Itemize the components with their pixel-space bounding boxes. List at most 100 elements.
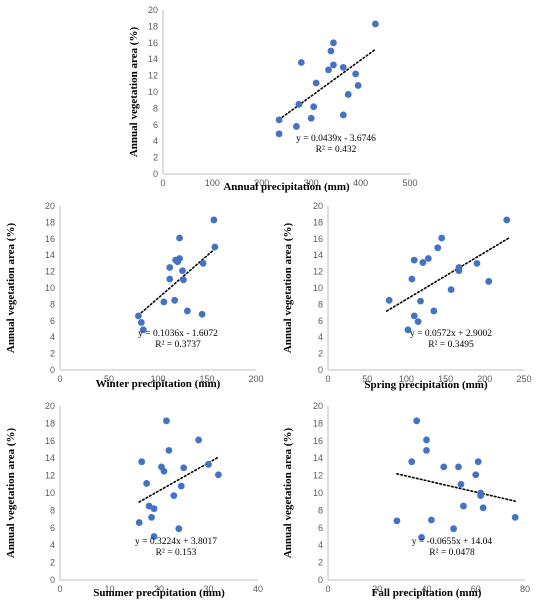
chart-panel-4: 0 2 4 6 8 10 12 14 16 18 20 0 10 20 30 40 y = 0.3224x + … [5,401,263,599]
regression-equation: y = 0.0572x + 2.9002 [410,329,492,339]
x-tick-label: 40 [253,584,263,594]
y-tick-label: 20 [148,5,158,15]
r-squared-label: R² = 0.0478 [429,548,475,558]
x-tick-label: 0 [160,178,165,188]
y-tick-label: 14 [313,453,323,463]
data-point [339,111,347,119]
x-tick-label: 250 [516,374,531,384]
y-tick-label: 6 [318,316,323,326]
data-point [297,59,305,66]
data-point [408,275,416,283]
data-point [211,243,219,251]
trendline [278,48,377,121]
x-tick-label: 500 [402,178,417,188]
y-tick-label: 14 [45,453,55,463]
data-point [199,260,207,267]
data-point [307,114,315,122]
data-point [135,312,142,320]
y-tick-label: 0 [153,169,158,179]
regression-equation: y = -0.0655x + 14.04 [412,537,493,547]
x-axis-title: Annual precipitation (mm) [223,181,350,193]
data-point [440,463,448,471]
x-tick-label: 200 [248,374,263,384]
data-point [148,513,155,521]
data-point [404,326,412,334]
data-point [210,216,218,224]
y-axis-title: Annual vegetation area (%) [282,223,294,354]
y-tick-label: 0 [50,365,55,375]
y-tick-label: 4 [153,136,158,146]
data-point [310,103,318,111]
data-point [450,525,457,533]
x-tick-label: 0 [57,584,62,594]
y-tick-label: 16 [313,234,323,244]
data-point [292,123,300,130]
x-tick-label: 50 [104,374,114,384]
data-point [438,234,446,242]
y-tick-label: 10 [313,488,323,498]
data-point [325,66,332,74]
data-point [138,458,146,466]
data-point [410,256,418,264]
data-point [457,480,465,488]
x-tick-label: 10 [104,584,114,594]
data-point [417,297,424,305]
y-tick-label: 14 [45,250,55,260]
y-tick-label: 18 [45,418,55,428]
y-tick-label: 18 [45,217,55,227]
x-tick-label: 300 [304,178,319,188]
data-point [424,255,432,262]
y-tick-label: 16 [313,436,323,446]
data-point [139,326,147,334]
x-tick-label: 80 [520,584,530,594]
x-tick-label: 40 [421,584,431,594]
y-tick-label: 2 [50,349,55,359]
y-tick-label: 18 [148,21,158,31]
y-tick-label: 12 [313,471,323,481]
y-tick-label: 4 [50,540,55,550]
trendline [396,473,516,502]
data-point [447,286,455,294]
y-tick-label: 18 [313,217,323,227]
y-tick-label: 20 [313,401,323,411]
trendline [137,248,216,317]
y-tick-label: 18 [313,418,323,428]
x-tick-label: 50 [362,374,372,384]
x-tick-label: 200 [254,178,269,188]
data-point [330,61,337,69]
data-point [165,446,173,454]
data-point [137,319,145,326]
y-axis-title: Annual vegetation area (%) [128,27,140,158]
y-tick-label: 2 [318,558,323,568]
data-point [195,436,203,444]
data-point [423,436,430,444]
data-point [477,492,485,500]
y-tick-label: 6 [318,523,323,533]
y-tick-label: 4 [318,332,323,342]
data-point [166,275,174,283]
data-point [372,20,379,28]
y-tick-label: 0 [318,365,323,375]
y-axis-title: Annual vegetation area (%) [282,428,294,559]
data-point [434,244,442,252]
y-tick-label: 14 [148,54,158,64]
data-point [455,463,462,471]
data-point [479,504,487,512]
y-tick-label: 12 [45,267,55,277]
data-point [295,100,303,108]
data-point [160,298,168,306]
x-axis-title: Spring precipitation (mm) [364,379,488,391]
r-squared-label: R² = 0.3495 [428,340,474,350]
x-tick-label: 150 [438,374,453,384]
data-point [135,519,143,526]
x-tick-label: 0 [57,374,62,384]
data-point [339,64,347,71]
y-tick-label: 10 [148,87,158,97]
y-tick-label: 14 [313,250,323,260]
data-point [474,458,482,466]
data-point [175,525,183,533]
y-tick-label: 20 [45,401,55,411]
y-tick-label: 4 [50,332,55,342]
